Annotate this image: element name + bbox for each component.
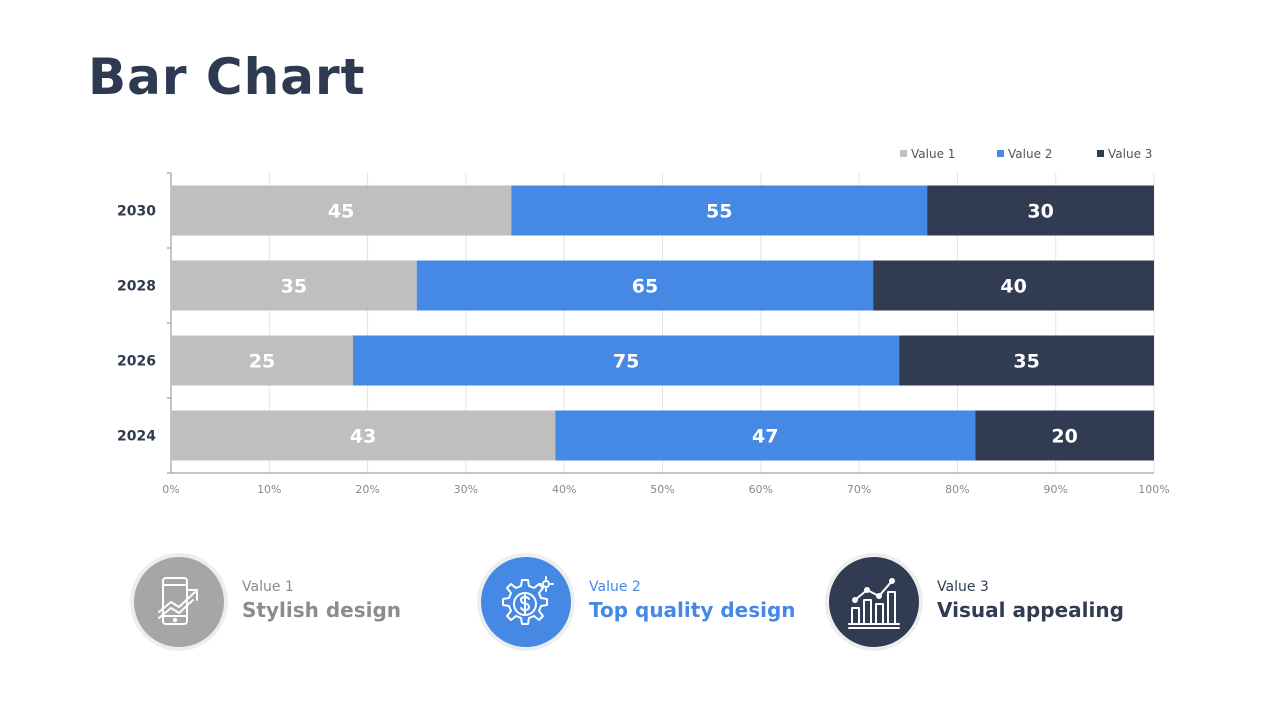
bar-segment	[927, 185, 1154, 236]
bar-segment	[353, 335, 900, 386]
bar-segment	[873, 260, 1154, 311]
bar-segment	[899, 335, 1154, 386]
bar-segment	[171, 410, 556, 461]
feature-2-label: Value 2	[589, 579, 641, 595]
data-label: 45	[328, 201, 354, 223]
data-label: 30	[1027, 201, 1053, 223]
feature-1-title: Stylish design	[242, 598, 402, 622]
data-label: 35	[1013, 351, 1039, 373]
bar-segment	[416, 260, 874, 311]
gear-dollar-icon	[502, 576, 554, 625]
legend-label: Value 1	[911, 147, 955, 161]
data-label: 43	[350, 426, 376, 448]
bar-segment	[171, 260, 417, 311]
data-label: 75	[613, 351, 639, 373]
page-title: Bar Chart	[88, 48, 366, 106]
feature-3-title: Visual appealing	[937, 598, 1124, 622]
bar-segment	[555, 410, 976, 461]
x-tick-label: 40%	[552, 483, 576, 496]
bar-segment	[975, 410, 1154, 461]
data-label: 47	[752, 426, 778, 448]
legend-swatch	[1097, 150, 1104, 157]
data-label: 55	[706, 201, 732, 223]
data-label: 65	[632, 276, 658, 298]
legend-label: Value 2	[1008, 147, 1052, 161]
bar-segment	[511, 185, 928, 236]
stacked-bar-chart: 0% 10% 20% 30% 40% 50% 60% 70% 80% 90% 100%2030 45 5…	[117, 147, 1170, 496]
bar-segment	[171, 185, 512, 236]
legend-swatch	[997, 150, 1004, 157]
feature-3-circle	[825, 553, 923, 651]
x-tick-label: 10%	[257, 483, 281, 496]
x-tick-label: 70%	[847, 483, 871, 496]
x-tick-label: 20%	[355, 483, 379, 496]
x-tick-label: 100%	[1138, 483, 1169, 496]
feature-1-circle	[130, 553, 228, 651]
category-label: 2024	[117, 429, 156, 445]
feature-1-label: Value 1	[242, 579, 294, 595]
legend-label: Value 3	[1108, 147, 1152, 161]
x-tick-label: 80%	[945, 483, 969, 496]
feature-2-title: Top quality design	[589, 598, 796, 622]
data-label: 25	[249, 351, 275, 373]
data-label: 20	[1051, 426, 1077, 448]
category-label: 2030	[117, 204, 156, 220]
data-label: 40	[1000, 276, 1026, 298]
category-label: 2028	[117, 279, 156, 295]
x-tick-label: 50%	[650, 483, 674, 496]
data-label: 35	[281, 276, 307, 298]
legend-swatch	[900, 150, 907, 157]
x-tick-label: 90%	[1043, 483, 1067, 496]
feature-3-label: Value 3	[937, 579, 989, 595]
phone-growth-icon	[158, 577, 198, 625]
feature-2-circle	[477, 553, 575, 651]
x-tick-label: 0%	[162, 483, 179, 496]
x-tick-label: 60%	[749, 483, 773, 496]
x-tick-label: 30%	[454, 483, 478, 496]
bar-graph-icon	[848, 578, 900, 629]
bar-segment	[171, 335, 354, 386]
category-label: 2026	[117, 354, 156, 370]
